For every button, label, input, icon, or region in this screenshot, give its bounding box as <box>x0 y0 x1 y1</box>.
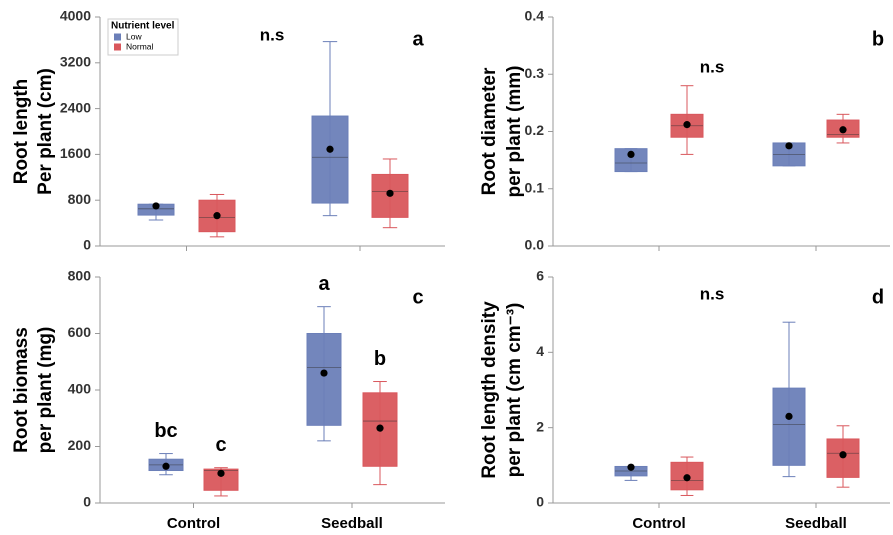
group-label: b <box>374 348 386 370</box>
box-body <box>614 148 648 173</box>
box <box>772 142 806 167</box>
box <box>203 467 239 497</box>
mean <box>627 150 635 158</box>
mean <box>839 126 847 134</box>
mean <box>217 469 225 477</box>
group-label: c <box>215 434 226 456</box>
y-axis-label: Root diameter <box>479 67 500 195</box>
mean <box>785 142 793 150</box>
y-axis-label: per plant (cm cm⁻³) <box>504 303 525 478</box>
box <box>371 158 409 229</box>
mean <box>683 121 691 129</box>
note: n.s <box>700 57 725 76</box>
x-tick-label: Seedball <box>785 515 847 532</box>
box <box>137 202 175 221</box>
legend-swatch <box>114 33 121 41</box>
y-tick-label: 200 <box>68 437 92 453</box>
y-tick-label: 0.3 <box>525 65 545 81</box>
y-tick-label: 0 <box>83 237 91 253</box>
y-tick-label: 800 <box>68 268 92 284</box>
y-tick-label: 4000 <box>60 8 91 24</box>
box <box>198 193 236 238</box>
box <box>614 463 648 481</box>
mean <box>326 145 334 153</box>
group-label: a <box>318 273 330 295</box>
y-axis-label: Per plant (cm) <box>35 68 56 195</box>
mean <box>386 189 394 197</box>
y-axis-label: per plant (mm) <box>504 66 525 198</box>
y-tick-label: 3200 <box>60 54 91 70</box>
box <box>614 148 648 173</box>
y-tick-label: 0.0 <box>525 237 545 253</box>
legend-title: Nutrient level <box>111 21 175 32</box>
x-tick-label: Seedball <box>321 515 383 532</box>
y-axis-label: Root length density <box>479 301 500 479</box>
y-tick-label: 2400 <box>60 99 91 115</box>
box-body <box>203 468 239 491</box>
legend-label: Low <box>126 31 142 41</box>
note: n.s <box>700 284 725 303</box>
box <box>826 113 860 144</box>
box <box>826 425 860 488</box>
legend-swatch <box>114 43 121 51</box>
box <box>311 41 349 217</box>
y-tick-label: 4 <box>536 343 544 359</box>
box-body <box>306 333 342 426</box>
y-tick-label: 400 <box>68 381 92 397</box>
y-tick-label: 2 <box>536 418 544 434</box>
panel-label: a <box>412 28 424 50</box>
y-tick-label: 600 <box>68 324 92 340</box>
box <box>148 453 184 476</box>
box <box>670 456 704 496</box>
y-tick-label: 1600 <box>60 145 91 161</box>
y-tick-label: 0 <box>83 494 91 510</box>
mean <box>627 463 635 471</box>
y-tick-label: 0.4 <box>525 8 545 24</box>
panel-label: b <box>872 28 884 50</box>
y-axis-label: Root biomass <box>11 327 32 453</box>
mean <box>683 474 691 482</box>
legend-label: Normal <box>126 41 154 51</box>
box <box>772 321 806 478</box>
mean <box>320 369 328 377</box>
y-tick-label: 6 <box>536 268 544 284</box>
group-label: bc <box>154 420 177 442</box>
note: n.s <box>260 25 285 44</box>
x-tick-label: Control <box>632 515 685 532</box>
y-axis-label: per plant (mg) <box>35 327 56 454</box>
x-tick-label: Control <box>167 515 220 532</box>
mean <box>785 412 793 420</box>
y-axis-label: Root length <box>11 79 32 185</box>
panel-label: d <box>872 286 884 308</box>
box <box>306 306 342 442</box>
y-tick-label: 0.2 <box>525 122 545 138</box>
mean <box>152 202 160 210</box>
mean <box>162 462 170 470</box>
box <box>362 381 398 486</box>
y-tick-label: 0 <box>536 494 544 510</box>
panel-label: c <box>412 286 423 308</box>
box-body <box>772 387 806 466</box>
mean <box>839 451 847 459</box>
mean <box>213 212 221 220</box>
box <box>670 85 704 155</box>
box-body <box>362 392 398 467</box>
box-body <box>311 115 349 204</box>
legend-frame <box>107 18 179 56</box>
y-tick-label: 0.1 <box>525 179 545 195</box>
mean <box>376 424 384 432</box>
y-tick-label: 800 <box>68 191 92 207</box>
